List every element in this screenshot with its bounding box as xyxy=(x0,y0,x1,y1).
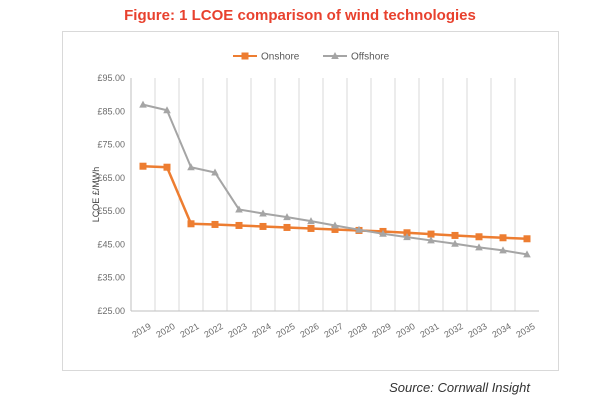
legend-item-offshore: Offshore xyxy=(323,52,390,63)
onshore-point xyxy=(259,222,267,230)
onshore-point xyxy=(307,224,315,232)
offshore-point xyxy=(427,236,435,244)
legend-item-onshore: Onshore xyxy=(233,52,300,63)
onshore-point xyxy=(211,220,219,228)
offshore-point xyxy=(163,106,171,114)
x-tick-label: 2033 xyxy=(466,321,488,340)
figure-title: Figure: 1 LCOE comparison of wind techno… xyxy=(124,7,476,24)
onshore-point xyxy=(499,234,507,242)
x-tick-label: 2024 xyxy=(250,321,272,340)
chart-area: £25.00 £35.00 £45.00 £55.00 £65.00 £75.00 £85.… xyxy=(62,31,559,371)
onshore-point xyxy=(163,163,171,171)
onshore-point xyxy=(403,229,411,237)
legend: Onshore Offshore xyxy=(233,52,390,63)
x-tick-label: 2025 xyxy=(274,321,296,340)
offshore-point xyxy=(499,246,507,254)
x-tick-labels: 2019 2020 2021 2022 2023 2024 2025 2026 2027 2028… xyxy=(130,321,536,340)
offshore-point xyxy=(259,209,267,217)
offshore-point xyxy=(283,213,291,221)
onshore-point xyxy=(187,220,195,228)
onshore-point xyxy=(331,225,339,233)
legend-label: Onshore xyxy=(261,52,300,63)
x-tick-label: 2029 xyxy=(370,321,392,340)
offshore-point xyxy=(475,243,483,251)
offshore-point xyxy=(331,221,339,229)
offshore-point xyxy=(139,100,147,108)
offshore-point xyxy=(403,233,411,241)
x-tick-label: 2035 xyxy=(514,321,536,340)
offshore-point xyxy=(379,229,387,237)
series xyxy=(139,100,531,258)
y-tick-label: £75.00 xyxy=(97,140,125,150)
y-tick-label: £65.00 xyxy=(97,173,125,183)
x-tick-label: 2020 xyxy=(154,321,176,340)
onshore-point xyxy=(523,235,531,243)
legend-label: Offshore xyxy=(351,52,390,63)
onshore-point xyxy=(139,162,147,170)
line-chart: £25.00 £35.00 £45.00 £55.00 £65.00 £75.00 £85.… xyxy=(91,52,539,340)
onshore-point xyxy=(451,231,459,239)
offshore-point xyxy=(523,250,531,258)
y-tick-label: £45.00 xyxy=(97,239,125,249)
offshore-point xyxy=(355,225,363,233)
offshore-point xyxy=(451,239,459,247)
y-tick-label: £55.00 xyxy=(97,206,125,216)
x-tick-label: 2030 xyxy=(394,321,416,340)
source-note: Source: Cornwall Insight xyxy=(389,380,530,395)
offshore-point xyxy=(211,168,219,176)
x-tick-label: 2026 xyxy=(298,321,320,340)
y-tick-label: £25.00 xyxy=(97,306,125,316)
x-tick-label: 2019 xyxy=(130,321,152,340)
x-tick-label: 2031 xyxy=(418,321,440,340)
x-tick-label: 2032 xyxy=(442,321,464,340)
x-tick-label: 2022 xyxy=(202,321,224,340)
y-tick-label: £95.00 xyxy=(97,73,125,83)
series-onshore xyxy=(139,162,531,243)
onshore-point xyxy=(235,221,243,229)
offshore-point xyxy=(235,205,243,213)
legend-marker xyxy=(331,52,339,59)
series-offshore xyxy=(139,100,531,258)
y-tick-labels: £25.00 £35.00 £45.00 £55.00 £65.00 £75.00 £85.… xyxy=(97,73,125,316)
offshore-point xyxy=(307,217,315,225)
x-tick-label: 2023 xyxy=(226,321,248,340)
x-tick-label: 2034 xyxy=(490,321,512,340)
y-axis-label: LCOE £/MWh xyxy=(91,167,101,223)
x-tick-label: 2027 xyxy=(322,321,344,340)
axes xyxy=(130,78,539,312)
onshore-point xyxy=(475,233,483,241)
onshore-point xyxy=(283,223,291,231)
onshore-point xyxy=(427,230,435,238)
x-tick-label: 2021 xyxy=(178,321,200,340)
y-tick-label: £35.00 xyxy=(97,273,125,283)
x-tick-label: 2028 xyxy=(346,321,368,340)
gridlines xyxy=(154,78,516,311)
legend-marker xyxy=(241,52,249,60)
offshore-point xyxy=(187,163,195,171)
y-tick-label: £85.00 xyxy=(97,106,125,116)
